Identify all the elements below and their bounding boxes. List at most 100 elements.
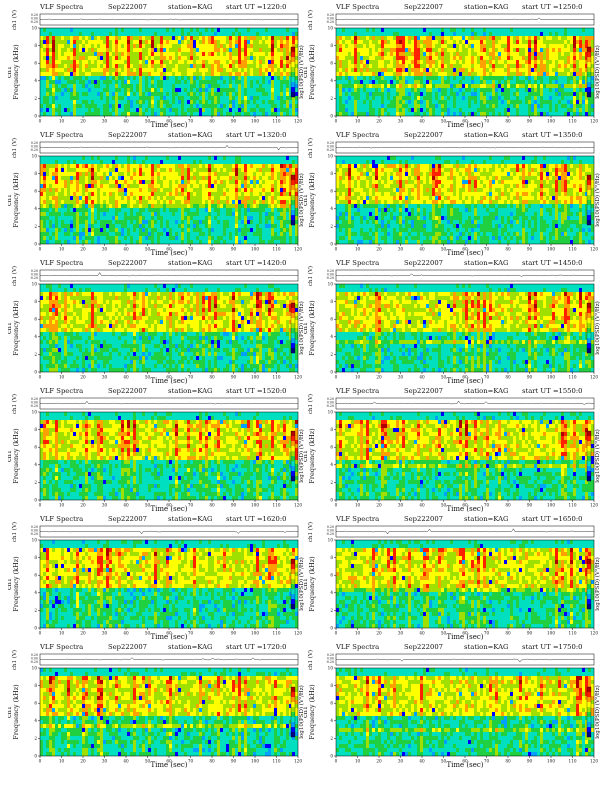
heatmap-cell (399, 80, 403, 85)
heatmap-cell (52, 48, 56, 53)
heatmap-cell (420, 60, 424, 65)
heatmap-cell (420, 48, 424, 53)
heatmap-cell (175, 160, 179, 165)
y-tick-label: 4 (34, 78, 37, 83)
heatmap-cell (387, 100, 391, 105)
heatmap-cell (160, 96, 164, 101)
heatmap-cell (414, 84, 418, 89)
heatmap-cell (531, 104, 535, 109)
heatmap-cell (265, 84, 269, 89)
heatmap-cell (169, 68, 173, 73)
heatmap-cell (76, 180, 80, 185)
heatmap-cell (106, 64, 110, 69)
heatmap-cell (447, 56, 451, 61)
heatmap-cell (193, 160, 197, 165)
heatmap-cell (127, 28, 131, 33)
heatmap-cell (504, 100, 508, 105)
heatmap-cell (151, 100, 155, 105)
colorbar-segment (291, 47, 295, 53)
heatmap-cell (61, 48, 65, 53)
heatmap-cell (196, 28, 200, 33)
heatmap-cell (408, 88, 412, 93)
heatmap-cell (519, 96, 523, 101)
heatmap-cell (52, 168, 56, 173)
heatmap-cell (537, 40, 541, 45)
heatmap-cell (178, 180, 182, 185)
heatmap-cell (55, 176, 59, 181)
heatmap-cell (211, 192, 215, 197)
heatmap-cell (220, 60, 224, 65)
heatmap-cell (492, 92, 496, 97)
heatmap-cell (241, 40, 245, 45)
heatmap-cell (348, 44, 352, 49)
heatmap-cell (214, 168, 218, 173)
heatmap-cell (85, 56, 89, 61)
heatmap-cell (570, 60, 574, 65)
heatmap-cell (82, 104, 86, 109)
heatmap-cell (531, 112, 535, 117)
heatmap-cell (124, 192, 128, 197)
heatmap-cell (100, 184, 104, 189)
heatmap-cell (555, 80, 559, 85)
heatmap-cell (211, 52, 215, 57)
heatmap-cell (40, 76, 44, 81)
heatmap-cell (124, 96, 128, 101)
heatmap-cell (115, 156, 119, 161)
heatmap-cell (244, 164, 248, 169)
heatmap-cell (286, 80, 290, 85)
heatmap-cell (396, 96, 400, 101)
heatmap-cell (277, 84, 281, 89)
heatmap-cell (184, 76, 188, 81)
heatmap-cell (274, 32, 278, 37)
heatmap-cell (274, 40, 278, 45)
heatmap-cell (289, 96, 293, 101)
heatmap-cell (498, 96, 502, 101)
colorbar-segment (291, 92, 295, 98)
heatmap-cell (474, 44, 478, 49)
heatmap-cell (537, 88, 541, 93)
heatmap-cell (292, 168, 296, 173)
heatmap-cell (76, 96, 80, 101)
heatmap-cell (124, 40, 128, 45)
heatmap-cell (567, 80, 571, 85)
heatmap-cell (235, 64, 239, 69)
heatmap-cell (504, 88, 508, 93)
heatmap-cell (271, 52, 275, 57)
heatmap-cell (582, 28, 586, 33)
heatmap-cell (250, 172, 254, 177)
heatmap-cell (193, 72, 197, 77)
heatmap-cell (250, 192, 254, 197)
heatmap-cell (378, 48, 382, 53)
heatmap-cell (43, 164, 47, 169)
heatmap-cell (576, 52, 580, 57)
heatmap-cell (82, 184, 86, 189)
heatmap-cell (591, 100, 595, 105)
heatmap-cell (552, 104, 556, 109)
heatmap-cell (202, 32, 206, 37)
heatmap-cell (133, 176, 137, 181)
heatmap-cell (426, 32, 430, 37)
heatmap-cell (64, 160, 68, 165)
heatmap-cell (97, 112, 101, 117)
heatmap-cell (244, 188, 248, 193)
heatmap-cell (40, 108, 44, 113)
heatmap-cell (342, 80, 346, 85)
heatmap-cell (64, 200, 68, 205)
heatmap-cell (94, 196, 98, 201)
heatmap-cell (178, 196, 182, 201)
heatmap-cell (223, 40, 227, 45)
heatmap-cell (534, 28, 538, 33)
heatmap-cell (351, 68, 355, 73)
heatmap-cell (507, 104, 511, 109)
heatmap-cell (121, 44, 125, 49)
heatmap-cell (420, 88, 424, 93)
heatmap-cell (576, 112, 580, 117)
heatmap-cell (573, 36, 577, 41)
heatmap-cell (516, 104, 520, 109)
heatmap-cell (336, 84, 340, 89)
heatmap-cell (492, 36, 496, 41)
heatmap-cell (151, 72, 155, 77)
heatmap-cell (166, 52, 170, 57)
heatmap-cell (354, 72, 358, 77)
